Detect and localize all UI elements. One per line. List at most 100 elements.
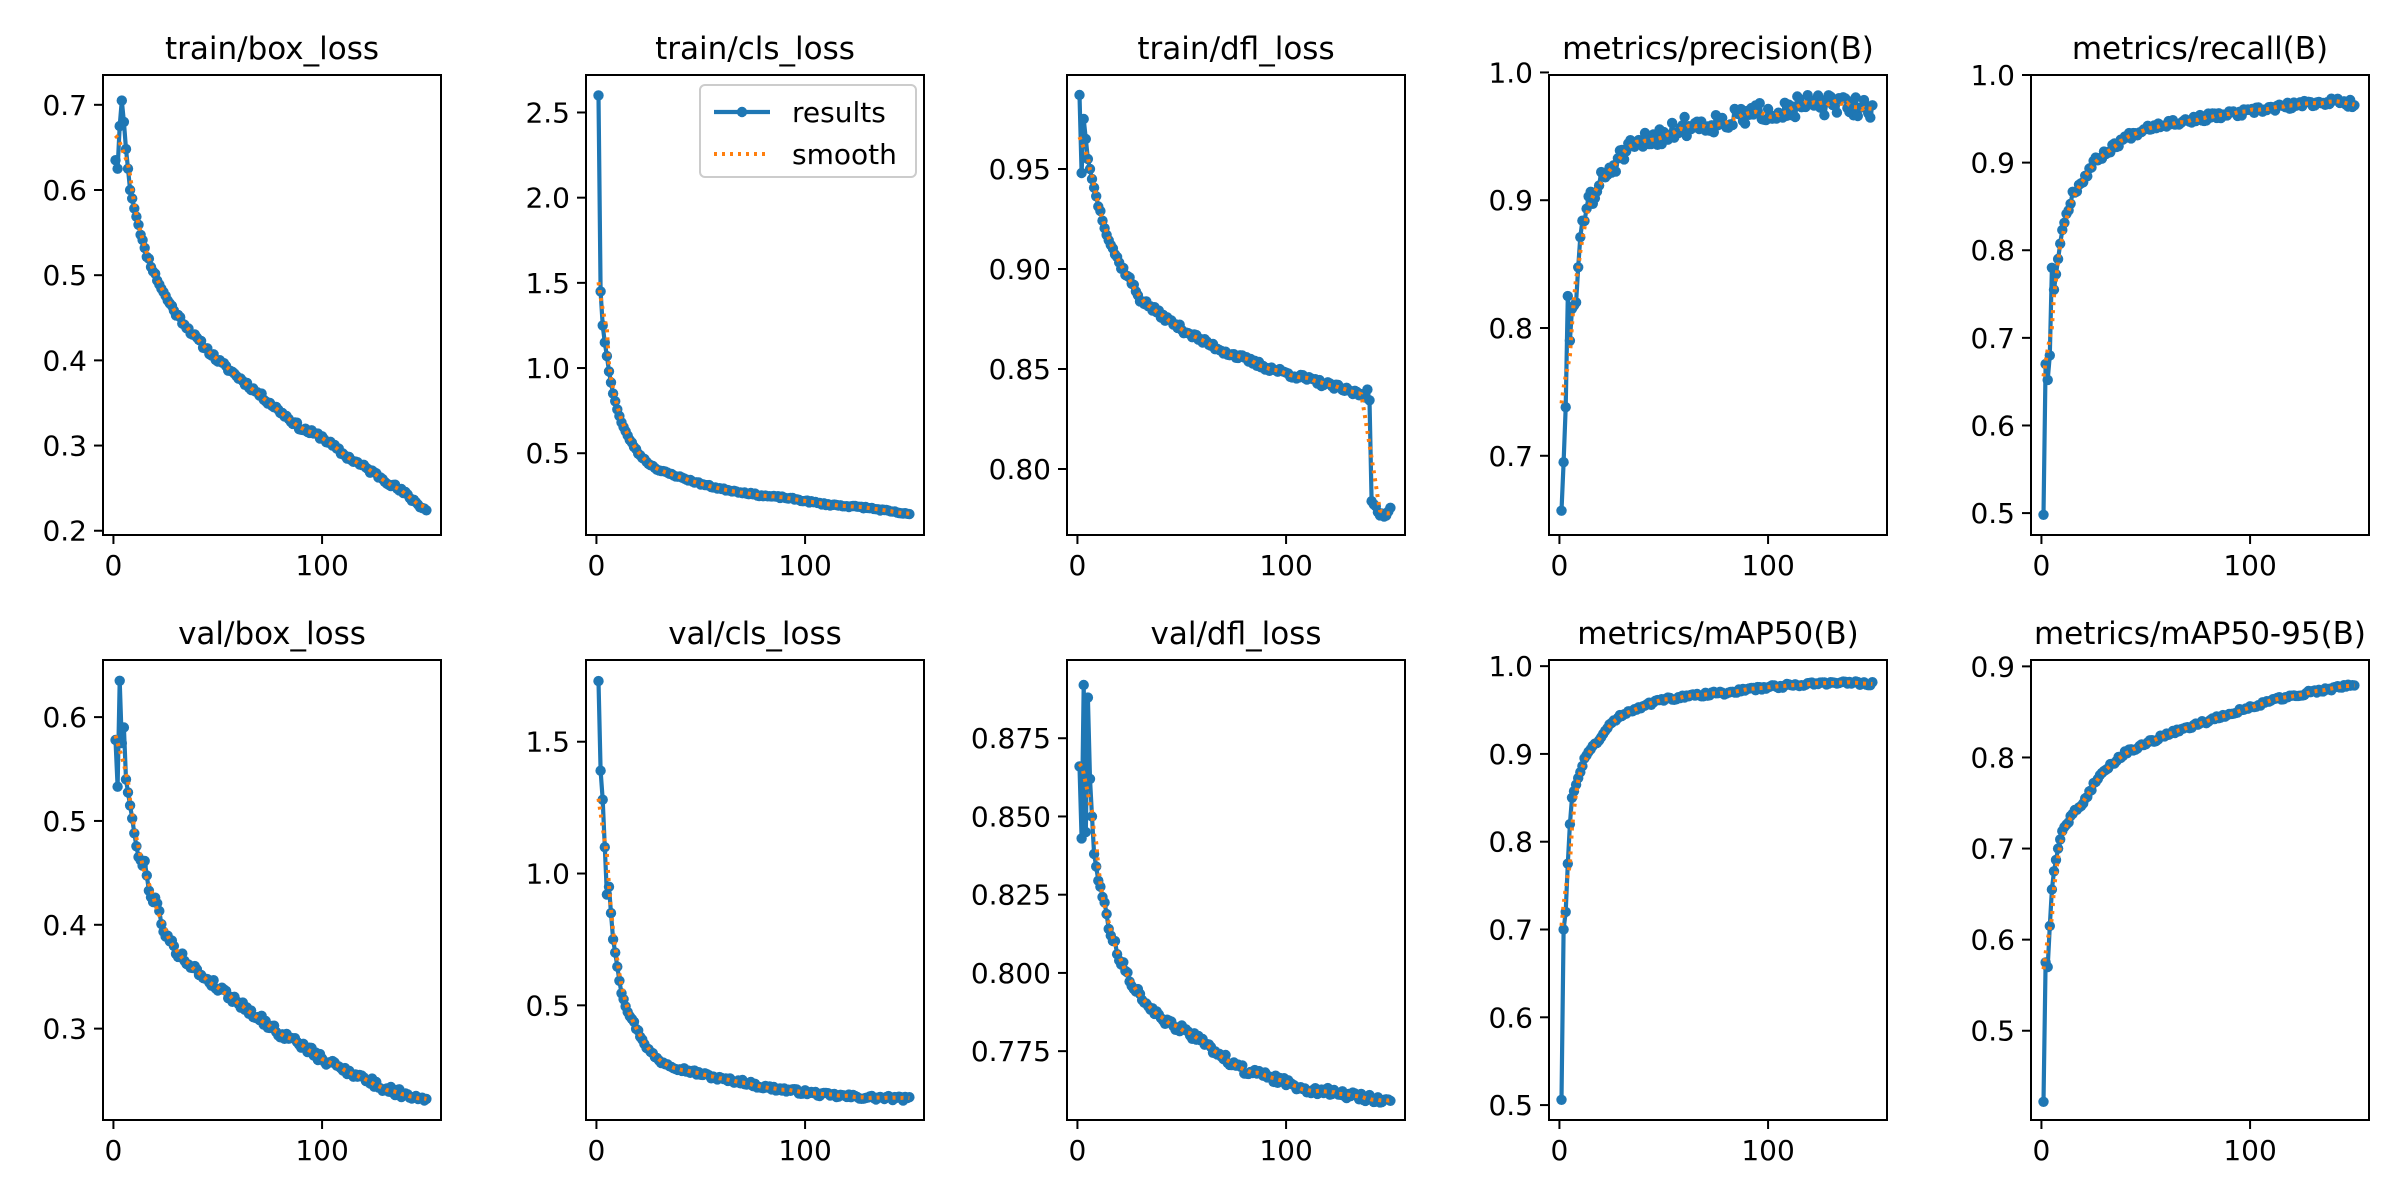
results-line-metrics-map50-95-b bbox=[2041, 682, 2355, 1102]
data-point bbox=[122, 163, 134, 174]
y-tick-label: 0.9 bbox=[1970, 650, 2015, 683]
results-markers-train-box-loss bbox=[110, 95, 432, 516]
data-point bbox=[904, 508, 915, 520]
data-point bbox=[114, 675, 125, 686]
subplot-metrics-map50-95-b: metrics/mAP50-95(B) 0 100 0.5 0.6 0.7 0.8 0.9 bbox=[1970, 616, 2370, 1167]
results-line-train-box-loss bbox=[113, 98, 428, 512]
data-point bbox=[1754, 98, 1765, 109]
y-tick-label: 0.5 bbox=[1488, 1089, 1533, 1122]
data-point bbox=[421, 505, 432, 516]
chart-title-metrics-recall-b: metrics/recall(B) bbox=[2072, 31, 2328, 67]
data-point bbox=[1091, 861, 1102, 872]
x-tick-label: 0 bbox=[105, 549, 123, 582]
axes-frame-train-box-loss bbox=[102, 74, 442, 536]
x-tick-label: 0 bbox=[1551, 549, 1569, 582]
y-tick-label: 1.0 bbox=[525, 858, 570, 891]
axes-frame-val-cls-loss bbox=[585, 659, 925, 1121]
chart-title-metrics-map50-95-b: metrics/mAP50-95(B) bbox=[2034, 616, 2366, 652]
results-markers-metrics-map50-95-b bbox=[2038, 679, 2360, 1108]
x-tick-label: 0 bbox=[2033, 549, 2051, 582]
y-tick-label: 0.9 bbox=[1488, 184, 1533, 217]
y-tick-label: 0.5 bbox=[42, 259, 87, 292]
data-point bbox=[1790, 111, 1801, 123]
y-tick-label: 1.0 bbox=[1970, 59, 2015, 92]
y-tick-label: 0.5 bbox=[525, 437, 570, 470]
results-markers-train-cls-loss bbox=[593, 90, 915, 520]
y-tick-label: 0.7 bbox=[1970, 322, 2015, 355]
data-point bbox=[1385, 502, 1396, 513]
results-markers-metrics-precision-b bbox=[1556, 90, 1878, 516]
chart-title-train-box-loss: train/box_loss bbox=[165, 31, 379, 67]
results-markers-train-dfl-loss bbox=[1074, 89, 1396, 522]
data-point bbox=[116, 95, 128, 106]
results-line-train-dfl-loss bbox=[1077, 94, 1393, 519]
results-markers-val-cls-loss bbox=[593, 675, 915, 1106]
data-point bbox=[1076, 167, 1087, 179]
data-point bbox=[1562, 290, 1574, 302]
data-point bbox=[1852, 110, 1864, 122]
data-point bbox=[131, 211, 142, 222]
data-point bbox=[1610, 166, 1622, 177]
axes-frame-val-dfl-loss bbox=[1066, 659, 1406, 1121]
subplot-train-dfl-loss: train/dfl_loss 0 100 0.80 0.85 0.90 0.95 bbox=[989, 31, 1406, 582]
data-point bbox=[1237, 1060, 1248, 1071]
x-tick-label: 100 bbox=[778, 1134, 831, 1167]
y-tick-label: 0.5 bbox=[1970, 1015, 2015, 1048]
y-tick-label: 0.5 bbox=[1970, 497, 2015, 530]
data-point bbox=[1666, 117, 1678, 129]
y-tick-label: 0.6 bbox=[1970, 924, 2015, 957]
data-point bbox=[2042, 374, 2053, 386]
x-tick-label: 0 bbox=[1551, 1134, 1569, 1167]
subplot-train-cls-loss: train/cls_loss 0 100 0.5 1.0 1.5 2.0 2.5 results… bbox=[525, 31, 925, 582]
data-point bbox=[2038, 509, 2049, 520]
y-tick-label: 0.9 bbox=[1488, 738, 1533, 771]
data-point bbox=[1080, 133, 1092, 145]
x-tick-label: 100 bbox=[295, 1134, 348, 1167]
data-point bbox=[1727, 119, 1738, 131]
data-point bbox=[2048, 866, 2060, 877]
data-point bbox=[1639, 127, 1651, 139]
data-point bbox=[2349, 100, 2360, 111]
data-point bbox=[1078, 113, 1089, 125]
data-point bbox=[124, 184, 136, 196]
data-point bbox=[597, 794, 608, 805]
data-point bbox=[1364, 395, 1375, 406]
subplot-metrics-map50-b: metrics/mAP50(B) 0 100 0.5 0.6 0.7 0.8 0.9 1.0 bbox=[1488, 616, 1888, 1167]
data-point bbox=[605, 907, 617, 919]
subplot-val-box-loss: val/box_loss 0 100 0.3 0.4 0.5 0.6 bbox=[42, 616, 442, 1167]
data-point bbox=[1558, 457, 1569, 468]
chart-title-metrics-map50-b: metrics/mAP50(B) bbox=[1577, 616, 1858, 652]
data-point bbox=[593, 90, 604, 101]
smooth-line-metrics-precision-b bbox=[1559, 98, 1873, 404]
data-point bbox=[1762, 103, 1774, 115]
data-point bbox=[127, 813, 138, 824]
x-tick-label: 0 bbox=[588, 549, 606, 582]
y-tick-label: 0.3 bbox=[42, 1013, 87, 1046]
data-point bbox=[1558, 924, 1569, 935]
results-markers-val-box-loss bbox=[110, 675, 432, 1106]
data-point bbox=[2046, 884, 2058, 895]
y-tick-label: 0.80 bbox=[989, 453, 1051, 486]
chart-title-metrics-precision-b: metrics/precision(B) bbox=[1562, 31, 1874, 67]
y-tick-label: 0.825 bbox=[971, 879, 1051, 912]
data-point bbox=[124, 800, 136, 811]
y-tick-label: 1.5 bbox=[525, 267, 570, 300]
data-point bbox=[110, 155, 121, 166]
y-tick-label: 1.0 bbox=[1488, 56, 1533, 89]
y-tick-label: 0.6 bbox=[1970, 409, 2015, 442]
axes-frame-train-dfl-loss bbox=[1066, 74, 1406, 536]
x-tick-label: 0 bbox=[588, 1134, 606, 1167]
data-point bbox=[118, 116, 130, 128]
axes-frame-train-cls-loss bbox=[585, 74, 925, 536]
data-point bbox=[1865, 112, 1876, 123]
y-tick-label: 0.4 bbox=[42, 909, 87, 942]
results-line-metrics-precision-b bbox=[1559, 93, 1875, 511]
y-tick-label: 0.800 bbox=[971, 957, 1051, 990]
results-line-val-box-loss bbox=[113, 678, 428, 1103]
results-line-val-dfl-loss bbox=[1077, 682, 1392, 1105]
chart-title-val-box-loss: val/box_loss bbox=[178, 616, 366, 652]
y-tick-label: 0.7 bbox=[1970, 833, 2015, 866]
subplot-metrics-precision-b: metrics/precision(B) 0 100 0.7 0.8 0.9 1.0 bbox=[1488, 31, 1888, 582]
x-tick-label: 100 bbox=[295, 549, 348, 582]
